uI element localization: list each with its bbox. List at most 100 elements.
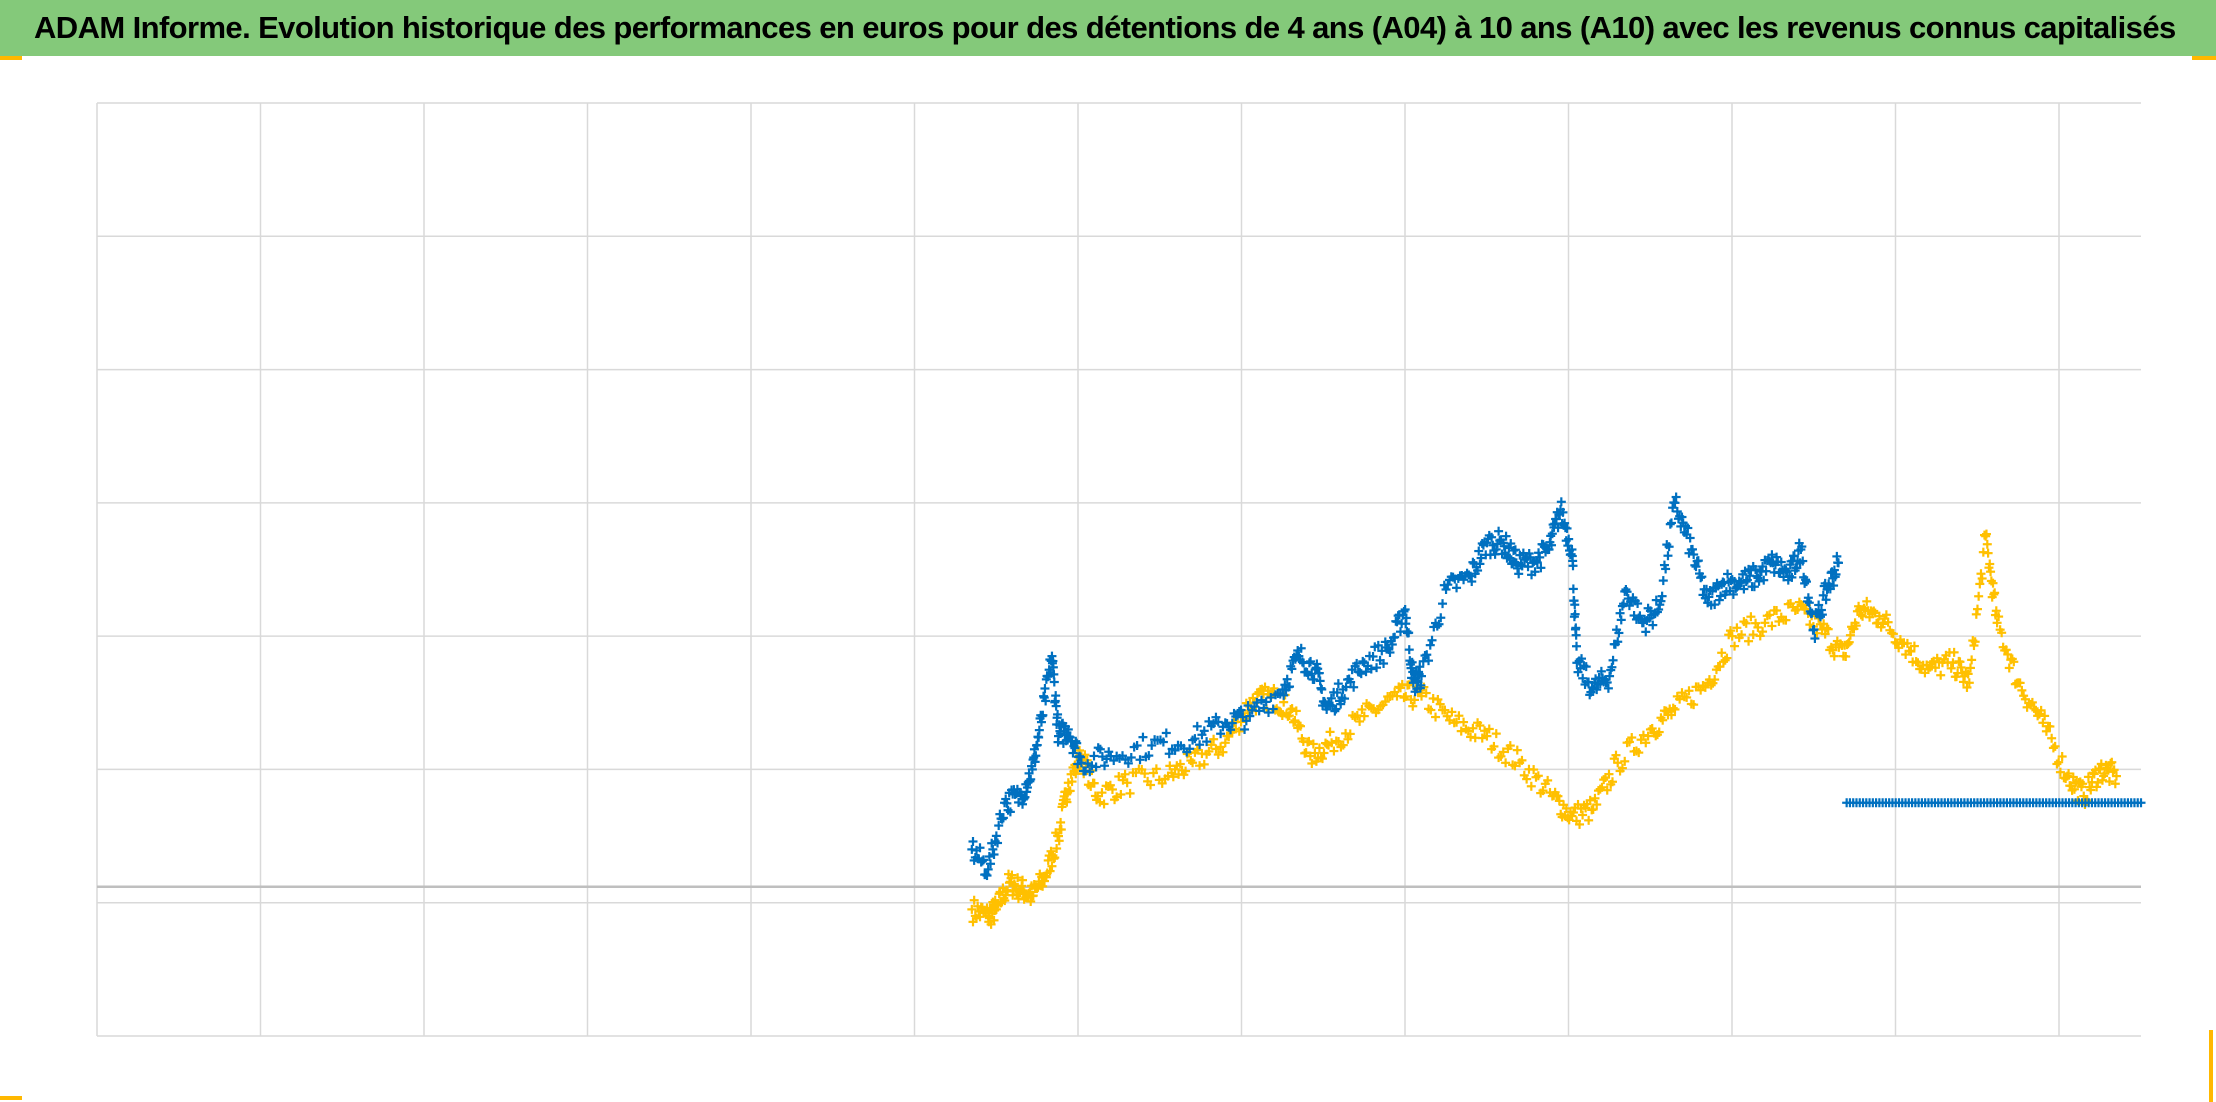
data-point-marker — [1556, 497, 1566, 507]
data-point-marker — [1325, 727, 1335, 737]
data-point-marker — [1844, 637, 1854, 647]
frame-corner-bottom-left — [0, 1096, 22, 1100]
data-point-marker — [1851, 621, 1861, 631]
data-point-marker — [993, 838, 1003, 848]
data-point-marker — [1823, 624, 1833, 634]
data-point-marker — [1670, 498, 1680, 508]
data-point-marker — [991, 831, 1001, 841]
data-point-marker — [2015, 678, 2025, 688]
data-point-marker — [1671, 492, 1681, 502]
data-point-marker — [1878, 619, 1888, 629]
data-point-marker — [1234, 726, 1244, 736]
data-point-marker — [1865, 612, 1875, 622]
data-point-marker — [1308, 739, 1318, 749]
data-point-marker — [1716, 591, 1726, 601]
data-point-marker — [1091, 762, 1101, 772]
data-point-marker — [1319, 748, 1329, 758]
data-point-marker — [1776, 557, 1786, 567]
data-point-marker — [1480, 726, 1490, 736]
data-point-marker — [1759, 575, 1769, 585]
data-point-marker — [1930, 663, 1940, 673]
data-point-marker — [2136, 798, 2146, 808]
data-point-marker — [1368, 652, 1378, 662]
data-point-marker — [1789, 551, 1799, 561]
data-point-marker — [1656, 596, 1666, 606]
data-point-marker — [1366, 664, 1376, 674]
data-point-marker — [1772, 552, 1782, 562]
data-point-marker — [1487, 532, 1497, 542]
data-point-marker — [1585, 795, 1595, 805]
data-point-marker — [1963, 669, 1973, 679]
data-point-marker — [1616, 615, 1626, 625]
data-point-marker — [1862, 596, 1872, 606]
data-point-marker — [1510, 761, 1520, 771]
data-point-marker — [1592, 685, 1602, 695]
data-point-marker — [1627, 733, 1637, 743]
data-point-marker — [1814, 600, 1824, 610]
data-point-marker — [1266, 693, 1276, 703]
data-point-marker — [1913, 658, 1923, 668]
data-point-marker — [1170, 745, 1180, 755]
data-point-marker — [1700, 682, 1710, 692]
data-point-marker — [2040, 711, 2050, 721]
data-point-marker — [1157, 778, 1167, 788]
data-point-marker — [1749, 582, 1759, 592]
data-point-marker — [983, 864, 993, 874]
data-point-marker — [1447, 707, 1457, 717]
data-point-marker — [1730, 641, 1740, 651]
data-point-marker — [1684, 686, 1694, 696]
data-point-marker — [2047, 733, 2057, 743]
data-point-marker — [2111, 771, 2121, 781]
data-point-marker — [1053, 709, 1063, 719]
data-point-marker — [1268, 704, 1278, 714]
data-point-marker — [1291, 706, 1301, 716]
data-point-marker — [1592, 800, 1602, 810]
data-point-marker — [1665, 519, 1675, 529]
data-point-marker — [1199, 726, 1209, 736]
data-point-marker — [1144, 751, 1154, 761]
data-point-marker — [1983, 548, 1993, 558]
data-point-marker — [1387, 639, 1397, 649]
data-point-marker — [2048, 743, 2058, 753]
data-point-marker — [1269, 683, 1279, 693]
data-point-marker — [1677, 512, 1687, 522]
data-point-marker — [1568, 807, 1578, 817]
data-point-marker — [1571, 630, 1581, 640]
data-point-marker — [984, 913, 994, 923]
data-point-marker — [1028, 891, 1038, 901]
data-point-marker — [1466, 571, 1476, 581]
data-point-marker — [1408, 701, 1418, 711]
data-point-marker — [1994, 612, 2004, 622]
data-point-marker — [1753, 622, 1763, 632]
data-point-marker — [1986, 567, 1996, 577]
data-point-marker — [1608, 655, 1618, 665]
data-point-marker — [1530, 567, 1540, 577]
data-point-marker — [1426, 705, 1436, 715]
data-point-marker — [1562, 523, 1572, 533]
data-point-marker — [2009, 657, 2019, 667]
data-point-marker — [1741, 577, 1751, 587]
data-point-marker — [2004, 663, 2014, 673]
data-point-marker — [1027, 764, 1037, 774]
data-point-marker — [1758, 627, 1768, 637]
data-point-marker — [1997, 628, 2007, 638]
data-point-marker — [1829, 651, 1839, 661]
data-point-marker — [1438, 599, 1448, 609]
data-point-marker — [1416, 680, 1426, 690]
data-point-marker — [1727, 631, 1737, 641]
data-point-marker — [1005, 807, 1015, 817]
data-point-marker — [1441, 584, 1451, 594]
data-point-marker — [1317, 754, 1327, 764]
data-point-marker — [1856, 610, 1866, 620]
data-point-marker — [1685, 533, 1695, 543]
data-point-marker — [1045, 866, 1055, 876]
data-point-marker — [1433, 694, 1443, 704]
data-point-marker — [2086, 785, 2096, 795]
data-point-marker — [1664, 542, 1674, 552]
frame-edge-bottom-right — [2209, 1030, 2213, 1102]
data-point-marker — [1602, 677, 1612, 687]
data-point-marker — [1491, 729, 1501, 739]
data-point-marker — [1752, 571, 1762, 581]
data-point-marker — [1744, 636, 1754, 646]
data-point-marker — [1097, 788, 1107, 798]
